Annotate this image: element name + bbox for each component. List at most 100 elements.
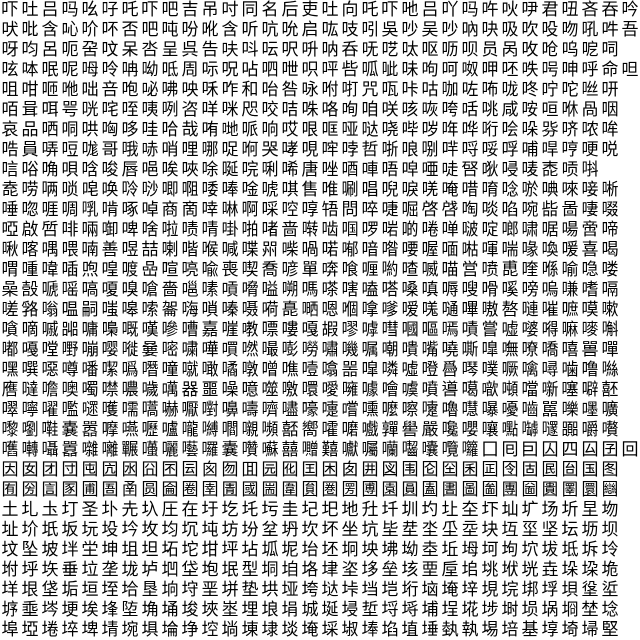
glyph-cell: 嗠 <box>21 300 39 320</box>
glyph-cell: 嘤 <box>101 340 119 360</box>
glyph-cell: 囏 <box>321 440 339 460</box>
glyph-cell: 坕 <box>441 520 459 540</box>
glyph-cell: 唤 <box>101 180 119 200</box>
glyph-cell: 圌 <box>261 480 279 500</box>
glyph-cell: 含 <box>221 20 239 40</box>
glyph-cell: 嘒 <box>381 320 399 340</box>
glyph-cell: 囋 <box>241 440 259 460</box>
glyph-cell: 喋 <box>241 240 259 260</box>
glyph-cell: 唔 <box>381 160 399 180</box>
glyph-cell: 唯 <box>321 180 339 200</box>
glyph-cell: 哚 <box>521 120 539 140</box>
glyph-cell: 囙 <box>521 440 539 460</box>
glyph-cell: 嘅 <box>121 320 139 340</box>
glyph-cell: 吠 <box>1 20 19 40</box>
glyph-cell: 嘣 <box>81 340 99 360</box>
glyph-cell: 唬 <box>261 180 279 200</box>
glyph-cell: 囄 <box>101 440 119 460</box>
glyph-cell: 咃 <box>61 80 79 100</box>
glyph-cell: 噀 <box>21 360 39 380</box>
glyph-cell: 哹 <box>501 140 519 160</box>
glyph-cell: 哆 <box>121 120 139 140</box>
glyph-cell: 埋 <box>241 600 259 620</box>
glyph-cell: 噸 <box>501 380 519 400</box>
glyph-cell: 哎 <box>281 120 299 140</box>
glyph-cell: 嚁 <box>41 400 59 420</box>
glyph-cell: 園 <box>381 480 399 500</box>
glyph-cell: 圐 <box>341 480 359 500</box>
glyph-cell: 咲 <box>381 100 399 120</box>
glyph-cell <box>620 500 640 520</box>
glyph-cell: 启 <box>301 20 319 40</box>
glyph-cell: 坷 <box>481 540 499 560</box>
glyph-cell: 埻 <box>541 620 559 640</box>
glyph-cell: 垸 <box>501 580 519 600</box>
glyph-cell: 嗎 <box>301 280 319 300</box>
glyph-cell: 噕 <box>441 360 459 380</box>
glyph-cell: 呰 <box>341 60 359 80</box>
glyph-cell: 圤 <box>101 500 119 520</box>
glyph-cell: 嗹 <box>521 300 539 320</box>
glyph-cell: 呧 <box>161 60 179 80</box>
glyph-cell: 喼 <box>581 260 599 280</box>
glyph-cell: 噣 <box>81 380 99 400</box>
glyph-cell: 咯 <box>321 100 339 120</box>
glyph-cell: 嚸 <box>501 420 519 440</box>
glyph-cell: 哼 <box>561 140 579 160</box>
glyph-cell: 垷 <box>481 580 499 600</box>
glyph-cell: 噱 <box>361 380 379 400</box>
glyph-cell: 埉 <box>201 600 219 620</box>
glyph-cell: 噽 <box>601 380 619 400</box>
glyph-cell: 哓 <box>381 120 399 140</box>
glyph-cell: 嚍 <box>281 400 299 420</box>
glyph-cell: 吜 <box>561 0 579 20</box>
glyph-cell: 嚄 <box>101 400 119 420</box>
glyph-cell: 坰 <box>341 540 359 560</box>
glyph-cell: 唉 <box>161 160 179 180</box>
glyph-cell: 圴 <box>421 500 439 520</box>
glyph-cell: 坂 <box>61 520 79 540</box>
glyph-cell: 喂 <box>61 240 79 260</box>
glyph-cell: 嚌 <box>261 400 279 420</box>
glyph-cell: 嚖 <box>461 400 479 420</box>
glyph-cell: 呹 <box>521 60 539 80</box>
glyph-cell: 嚤 <box>101 420 119 440</box>
glyph-cell: 圬 <box>261 500 279 520</box>
glyph-cell: 哋 <box>221 120 239 140</box>
glyph-cell: 哶 <box>441 140 459 160</box>
glyph-cell: 吵 <box>401 20 419 40</box>
glyph-cell: 囵 <box>421 460 439 480</box>
glyph-cell: 啼 <box>601 220 619 240</box>
glyph-cell: 啺 <box>561 220 579 240</box>
glyph-cell: 圦 <box>141 500 159 520</box>
glyph-cell <box>620 80 640 100</box>
glyph-cell: 喧 <box>161 260 179 280</box>
glyph-cell: 唕 <box>401 160 419 180</box>
glyph-cell: 噫 <box>241 380 259 400</box>
glyph-cell: 啁 <box>61 200 79 220</box>
glyph-cell: 坻 <box>561 540 579 560</box>
glyph-cell: 囯 <box>301 460 319 480</box>
glyph-cell: 嚐 <box>341 400 359 420</box>
glyph-cell: 喴 <box>421 260 439 280</box>
glyph-cell <box>620 420 640 440</box>
glyph-cell: 喊 <box>221 240 239 260</box>
glyph-cell: 嘠 <box>21 340 39 360</box>
glyph-cell <box>620 320 640 340</box>
glyph-cell: 噳 <box>401 380 419 400</box>
glyph-cell <box>620 460 640 480</box>
glyph-cell: 啯 <box>341 220 359 240</box>
glyph-cell <box>620 200 640 220</box>
glyph-cell: 囪 <box>201 460 219 480</box>
glyph-cell <box>600 160 620 180</box>
glyph-cell: 埭 <box>261 620 279 640</box>
glyph-cell: 埪 <box>201 620 219 640</box>
glyph-cell: 呭 <box>281 60 299 80</box>
glyph-cell: 囁 <box>41 440 59 460</box>
glyph-cell: 埫 <box>221 620 239 640</box>
glyph-cell: 圧 <box>161 500 179 520</box>
glyph-cell: 唈 <box>141 160 159 180</box>
glyph-cell: 哩 <box>181 140 199 160</box>
glyph-cell: 唥 <box>121 180 139 200</box>
glyph-cell: 員 <box>21 140 39 160</box>
